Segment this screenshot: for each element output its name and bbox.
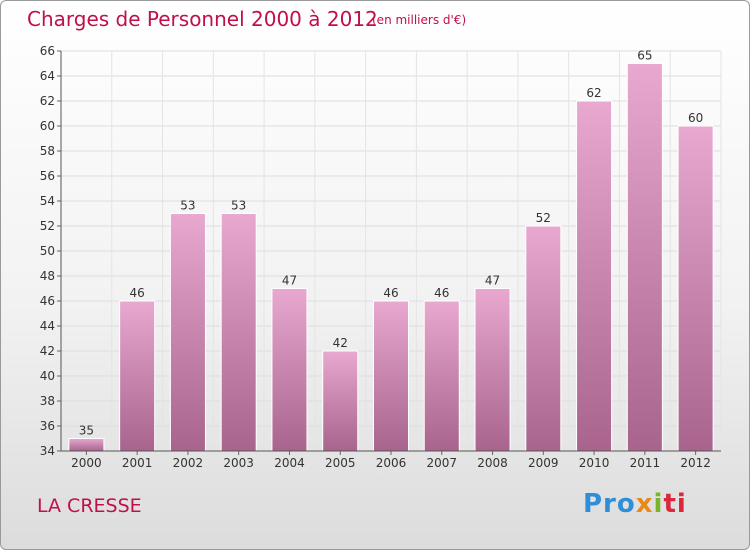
x-tick-label: 2008	[477, 456, 508, 470]
y-tick-label: 60	[40, 119, 55, 133]
x-tick-label: 2007	[426, 456, 457, 470]
data-label: 47	[485, 274, 500, 288]
commune-name: LA CRESSE	[37, 495, 142, 517]
bar-2012	[677, 125, 714, 452]
x-tick-label: 2011	[630, 456, 661, 470]
y-tick-label: 56	[40, 169, 55, 183]
data-label: 42	[333, 336, 348, 350]
data-label: 60	[688, 111, 703, 125]
logo-part-1: Pro	[583, 489, 636, 519]
y-tick-label: 62	[40, 94, 55, 108]
bar-2003	[220, 213, 257, 452]
y-tick-label: 36	[40, 419, 55, 433]
data-label: 65	[637, 49, 652, 63]
bars: 35 46 53 53 47 42 46 46 47 52 62 65 60	[68, 49, 714, 452]
data-label: 46	[130, 286, 145, 300]
logo-part-3: i	[653, 489, 664, 519]
chart-subtitle: (en milliers d'€)	[372, 13, 467, 27]
proxiti-logo[interactable]: Proxiti	[583, 489, 687, 519]
y-tick-label: 52	[40, 219, 55, 233]
x-tick-label: 2000	[71, 456, 102, 470]
bar-2010	[576, 100, 613, 452]
x-tick-label: 2005	[325, 456, 356, 470]
y-tick-label: 44	[40, 319, 55, 333]
x-tick-label: 2012	[680, 456, 711, 470]
y-tick-label: 38	[40, 394, 55, 408]
x-tick-label: 2001	[122, 456, 153, 470]
x-tick-label: 2004	[274, 456, 305, 470]
y-tick-label: 42	[40, 344, 55, 358]
bar-2011	[626, 63, 663, 452]
y-tick-label: 46	[40, 294, 55, 308]
bar-2000	[68, 438, 105, 452]
y-tick-label: 66	[40, 44, 55, 58]
y-tick-label: 48	[40, 269, 55, 283]
data-label: 52	[536, 211, 551, 225]
bar-2001	[119, 300, 156, 452]
bar-2009	[525, 225, 562, 452]
y-tick-label: 50	[40, 244, 55, 258]
x-tick-label: 2006	[376, 456, 407, 470]
y-tick-label: 64	[40, 69, 55, 83]
y-tick-label: 58	[40, 144, 55, 158]
x-tick-label: 2003	[223, 456, 254, 470]
bar-2008	[474, 288, 511, 452]
logo-part-4: ti	[663, 489, 687, 519]
y-tick-label: 40	[40, 369, 55, 383]
data-label: 62	[586, 86, 601, 100]
data-label: 47	[282, 274, 297, 288]
data-label: 35	[79, 424, 94, 438]
x-tick-label: 2010	[579, 456, 610, 470]
data-label: 53	[231, 199, 246, 213]
data-label: 46	[383, 286, 398, 300]
chart-title: Charges de Personnel 2000 à 2012	[27, 7, 378, 31]
bar-2002	[169, 213, 206, 452]
bar-2006	[372, 300, 410, 452]
axes: 34 36 38 40 42 44 46 48 50 52 54 56 58 60 62 64 66 2000 20…	[40, 44, 721, 470]
y-tick-label: 54	[40, 194, 55, 208]
y-tick-label: 34	[40, 444, 55, 458]
bar-2005	[322, 350, 359, 452]
bar-2007	[423, 300, 460, 452]
data-label: 46	[434, 286, 449, 300]
bar-2004	[271, 288, 308, 452]
x-tick-label: 2009	[528, 456, 559, 470]
logo-part-2: x	[635, 489, 654, 519]
data-label: 53	[180, 199, 195, 213]
x-tick-label: 2002	[173, 456, 204, 470]
